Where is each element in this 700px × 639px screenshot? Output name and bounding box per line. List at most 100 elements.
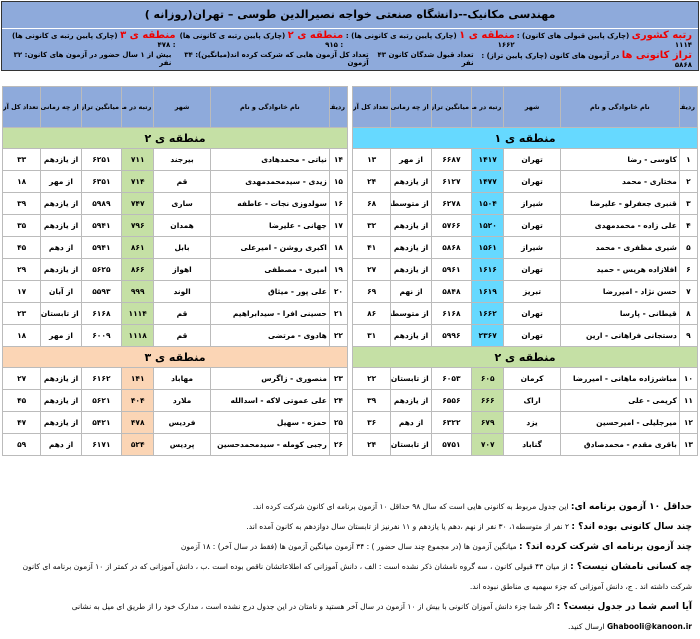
average-score: ۶۱۷۱ xyxy=(80,433,123,456)
region-rank: ۱۵۲۰ xyxy=(471,214,505,237)
student-name: میرجلیلی - امیرحسین xyxy=(559,411,680,434)
city: تهران xyxy=(503,258,561,281)
region-row: منطقه ی ۲ xyxy=(2,127,348,149)
joined-since: از تابستان xyxy=(40,302,82,325)
header-panel: مهندسی مکانیک--دانشگاه صنعتی خواجه نصیرا… xyxy=(1,1,699,71)
table-row: ۱۶ سولدوزی نجات - عاطفه ساری ۷۴۷ ۵۹۸۹ از یازد… xyxy=(1,192,349,215)
student-name: حسن نژاد - امیررضا xyxy=(559,280,680,303)
average-score: ۵۶۲۱ xyxy=(80,389,123,412)
average-score: ۵۹۹۶ xyxy=(430,324,473,347)
table-row: ۱۲ میرجلیلی - امیرحسین یزد ۶۷۹ ۶۳۲۲ از دهم ۳۶ xyxy=(351,411,699,434)
region-rank: ۶۶۶ xyxy=(471,389,505,412)
city: بابل xyxy=(153,236,211,259)
joined-since: از دهم xyxy=(40,433,82,456)
exam-count: ۲۴ xyxy=(351,170,392,193)
exam-count: ۲۳ xyxy=(1,302,42,325)
region-label: منطقه ی ۲ xyxy=(352,346,698,368)
region-rank: ۱۱۱۴ xyxy=(121,302,155,325)
student-name: شیری مظفری - محمد xyxy=(559,236,680,259)
region-rank: ۱۱۱۸ xyxy=(121,324,155,347)
average-score: ۵۹۴۱ xyxy=(80,214,123,237)
joined-since: از یازدهم xyxy=(390,324,432,347)
table-row: ۲۴ علی عموتی لاکه - اسدالله ملارد ۴۰۴ ۵۶۲۱ از… xyxy=(1,389,349,412)
student-name: علی عموتی لاکه - اسدالله xyxy=(209,389,330,412)
table-row: ۱۰ مباشرزاده ماهانی - امیررضا کرمان ۶۰۵ ۶۰۵۳… xyxy=(351,367,699,390)
city: همدان xyxy=(153,214,211,237)
taraz-label: تراز کانونی ها xyxy=(621,49,692,61)
row-number: ۱۰ xyxy=(678,367,699,390)
column-header: تعداد کل آزمون ها در کانون xyxy=(1,86,42,128)
average-score: ۶۲۵۱ xyxy=(80,148,123,171)
row-number: ۱۴ xyxy=(328,148,349,171)
region-rank: ۱۶۱۹ xyxy=(471,280,505,303)
table-row: ۲۰ علی پور - میثاق الوند ۹۹۹ ۵۵۹۳ از آبان ۱۷ xyxy=(1,280,349,303)
average-score: ۶۱۶۸ xyxy=(430,302,473,325)
region-rank: ۷۰۷ xyxy=(471,433,505,456)
column-header: شهر xyxy=(503,86,561,128)
column-header: ردیف xyxy=(678,86,699,128)
exam-count: ۶۸ xyxy=(351,192,392,215)
joined-since: از یازدهم xyxy=(390,258,432,281)
region-rank: ۵۲۴ xyxy=(121,433,155,456)
row-number: ۲ xyxy=(678,170,699,193)
region2-label: منطقه ی ۲ xyxy=(287,29,344,41)
joined-since: از متوسطه۱ xyxy=(390,192,432,215)
average-score: ۵۷۵۱ xyxy=(430,433,473,456)
city: شیراز xyxy=(503,192,561,215)
national-rank-label: رتبه کشوری xyxy=(631,29,692,41)
table-row: ۲۶ رجبی کومله - سیدمحمدحسین پردیس ۵۲۴ ۶۱۷۱ از… xyxy=(1,433,349,456)
note-question: آیا اسم شما در جدول نیست؟ : xyxy=(556,602,692,612)
table-row: ۲۵ حمزه - سهیل فردیس ۴۷۸ ۵۴۲۱ از یازدهم ۴۷ xyxy=(1,411,349,434)
region-rank: ۴۰۴ xyxy=(121,389,155,412)
note-answer: اگر شما جزء دانش آموزان کانونی با بیش از… xyxy=(71,602,557,611)
note-answer: میانگین آزمون ها (در مجموع چند سال حضور … xyxy=(180,542,519,551)
column-header: نام خانوادگی و نام xyxy=(209,86,330,128)
row-number: ۵ xyxy=(678,236,699,259)
city: کرمان xyxy=(503,367,561,390)
joined-since: از دهم xyxy=(390,411,432,434)
average-score: ۶۰۵۳ xyxy=(430,367,473,390)
city: ملارد xyxy=(153,389,211,412)
taraz-value: در آزمون های کانون (چارک پایین تراز) : ۵… xyxy=(481,51,692,69)
email-link[interactable]: Ghabooli@kanoon.ir xyxy=(606,622,692,631)
row-number: ۲۰ xyxy=(328,280,349,303)
student-name: اکبری روشن - امیرعلی xyxy=(209,236,330,259)
table-row: ۵ شیری مظفری - محمد شیراز ۱۵۶۱ ۵۸۶۸ از یازدهم… xyxy=(351,236,699,259)
city: بیرجند xyxy=(153,148,211,171)
exam-count: ۱۸ xyxy=(1,324,42,347)
student-name: باقری مقدم - محمدصادق xyxy=(559,433,680,456)
note-item: چه کسانی نامشان نیست؟ : از میان ۴۳ قبولی… xyxy=(2,557,692,597)
student-name: مختاری - محمد xyxy=(559,170,680,193)
student-name: قنبری جعفرلو - علیرضا xyxy=(559,192,680,215)
joined-since: از مهر xyxy=(40,324,82,347)
region2-value: (چارک پایین رتبه ی کانونی ها) : ۹۱۵ xyxy=(179,31,344,49)
average-score: ۵۸۶۸ xyxy=(430,236,473,259)
note-item: حداقل ۱۰ آزمون برنامه ای: این جدول مربوط… xyxy=(2,497,692,517)
average-score: ۵۹۴۱ xyxy=(80,236,123,259)
column-header: از چه زمانی به کانون آمده اند xyxy=(390,86,432,128)
notes-section: حداقل ۱۰ آزمون برنامه ای: این جدول مربوط… xyxy=(2,497,692,637)
note-question: چه کسانی نامشان نیست؟ : xyxy=(570,562,692,572)
row-number: ۴ xyxy=(678,214,699,237)
row-number: ۲۱ xyxy=(328,302,349,325)
average-score: ۶۳۲۲ xyxy=(430,411,473,434)
average-score: ۶۱۶۸ xyxy=(80,302,123,325)
exam-count: ۵۹ xyxy=(1,433,42,456)
row-number: ۱۹ xyxy=(328,258,349,281)
average-score: ۶۵۵۶ xyxy=(430,389,473,412)
average-score: ۶۳۵۱ xyxy=(80,170,123,193)
national-rank: رتبه کشوری (چارک پایین قبولی های کانون) … xyxy=(515,30,692,49)
exam-count: ۱۸ xyxy=(1,170,42,193)
note-question: حداقل ۱۰ آزمون برنامه ای: xyxy=(570,502,692,512)
student-name: رجبی کومله - سیدمحمدحسین xyxy=(209,433,330,456)
table-row: ۱۹ امیری - مصطفی اهواز ۸۶۶ ۵۶۲۵ از یازدهم ۲۹ xyxy=(1,258,349,281)
region-rank: ۸۶۱ xyxy=(121,236,155,259)
column-header: میانگین تراز در آزمون های کانون xyxy=(80,86,123,128)
joined-since: از یازدهم xyxy=(40,258,82,281)
city: تهران xyxy=(503,324,561,347)
column-header: رتبه در منطقه * xyxy=(121,86,155,128)
table-row: ۱۱ کریمی - علی اراک ۶۶۶ ۶۵۵۶ از یازدهم ۳۹ xyxy=(351,389,699,412)
